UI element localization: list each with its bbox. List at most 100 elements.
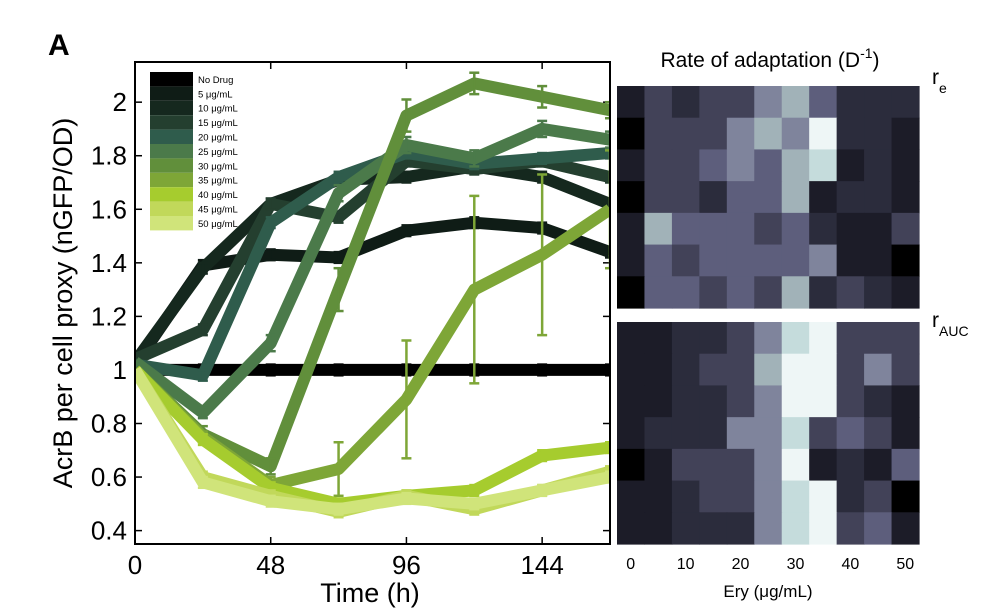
heatmap-cell xyxy=(891,276,920,309)
heatmap-cell xyxy=(617,353,646,387)
heatmap-cell xyxy=(699,480,728,513)
heatmap-cell xyxy=(726,117,755,151)
heatmap-cell xyxy=(781,322,810,355)
legend-swatch xyxy=(150,72,193,87)
heatmap-cell xyxy=(644,212,673,246)
heatmap-cell xyxy=(754,353,783,387)
heatmap-cell xyxy=(836,86,865,119)
heatmap-cell xyxy=(644,276,673,309)
heatmap-x-tick-label: 10 xyxy=(677,556,695,573)
heatmap-cell xyxy=(864,276,893,309)
heatmap-cell xyxy=(671,149,700,182)
heatmap-cell xyxy=(864,149,893,182)
heatmap-cell xyxy=(781,244,810,277)
heatmap-cell xyxy=(836,512,865,545)
heatmap-cell xyxy=(671,117,700,151)
heatmap-cell xyxy=(891,149,920,182)
heatmap-cell xyxy=(891,512,920,545)
heatmap-re xyxy=(617,86,920,309)
heatmap-cell xyxy=(754,385,783,418)
row-label-rauc: rAUC xyxy=(932,309,969,339)
heatmap-cell xyxy=(644,480,673,513)
legend-swatch xyxy=(150,158,193,173)
heatmap-cell xyxy=(781,276,810,309)
legend-swatch xyxy=(150,115,193,130)
heatmap-cell xyxy=(754,212,783,246)
heatmap-cell xyxy=(699,212,728,246)
legend-label: 50 μg/mL xyxy=(198,219,238,230)
heatmap-cell xyxy=(891,86,920,119)
heatmap-cell xyxy=(644,181,673,214)
legend-swatch xyxy=(150,86,193,101)
heatmap-cell xyxy=(809,353,838,387)
legend-label: 30 μg/mL xyxy=(198,161,238,172)
heatmap-cell xyxy=(699,385,728,418)
heatmap-cell xyxy=(644,512,673,545)
heatmap-cell xyxy=(754,181,783,214)
heatmap-cell xyxy=(891,385,920,418)
heatmap-cell xyxy=(617,212,646,246)
heatmap-cell xyxy=(754,86,783,119)
heatmap-cell xyxy=(699,322,728,355)
y-tick-label: 0.4 xyxy=(91,516,127,546)
heatmap-cell xyxy=(809,117,838,151)
series-50-g-ml xyxy=(135,366,610,516)
heatmap-cell xyxy=(809,385,838,418)
heatmap-rauc xyxy=(617,322,920,545)
heatmap-cell xyxy=(726,212,755,246)
heatmap-cell xyxy=(671,385,700,418)
heatmap-cell xyxy=(864,512,893,545)
heatmap-cell xyxy=(809,86,838,119)
heatmap-cell xyxy=(617,86,646,119)
heatmap-cell xyxy=(891,448,920,482)
heatmap-cell xyxy=(836,417,865,450)
heatmap-cell xyxy=(754,322,783,355)
heatmap-cell xyxy=(864,244,893,277)
legend-label: 15 μg/mL xyxy=(198,118,238,129)
heatmap-cell xyxy=(671,244,700,277)
heatmap-cell xyxy=(809,480,838,513)
heatmap-cell xyxy=(809,276,838,309)
x-tick-label: 48 xyxy=(256,550,285,580)
series-line xyxy=(135,122,610,419)
heatmap-cell xyxy=(671,480,700,513)
heatmap-chart: Rate of adaptation (D-1) re rAUC 0 10 20 30… xyxy=(617,45,969,601)
heatmap-cell xyxy=(671,512,700,545)
heatmap-cell xyxy=(754,417,783,450)
heatmap-cell xyxy=(726,322,755,355)
line-series-group xyxy=(135,71,610,519)
legend-label: No Drug xyxy=(198,75,233,86)
heatmap-cell xyxy=(754,117,783,151)
heatmap-cell xyxy=(617,117,646,151)
x-tick-label: 96 xyxy=(392,550,421,580)
legend-label: 40 μg/mL xyxy=(198,190,238,201)
legend-label: 35 μg/mL xyxy=(198,176,238,187)
heatmap-cell xyxy=(836,276,865,309)
heatmap-cell xyxy=(781,417,810,450)
heatmap-cell xyxy=(836,448,865,482)
heatmap-cell xyxy=(726,181,755,214)
heatmap-cell xyxy=(864,117,893,151)
heatmap-cell xyxy=(617,385,646,418)
heatmap-x-tick-label: 30 xyxy=(787,556,805,573)
heatmap-cell xyxy=(617,244,646,277)
row-label-re: re xyxy=(932,66,947,96)
heatmap-cell xyxy=(699,117,728,151)
series-line xyxy=(135,160,610,366)
legend-label: 20 μg/mL xyxy=(198,133,238,144)
heatmap-cell xyxy=(699,353,728,387)
heatmap-cell xyxy=(864,212,893,246)
heatmap-x-tick-label: 0 xyxy=(626,556,635,573)
heatmap-x-tick-label: 20 xyxy=(732,556,750,573)
heatmap-cell xyxy=(617,480,646,513)
heatmap-title: Rate of adaptation (D-1) xyxy=(660,45,879,72)
y-tick-label: 0.6 xyxy=(91,462,127,492)
heatmap-cell xyxy=(644,86,673,119)
heatmap-cell xyxy=(864,385,893,418)
heatmap-cell xyxy=(781,480,810,513)
heatmap-cell xyxy=(726,149,755,182)
x-tick-label: 0 xyxy=(128,550,142,580)
heatmap-cell xyxy=(754,512,783,545)
heatmap-cell xyxy=(809,212,838,246)
